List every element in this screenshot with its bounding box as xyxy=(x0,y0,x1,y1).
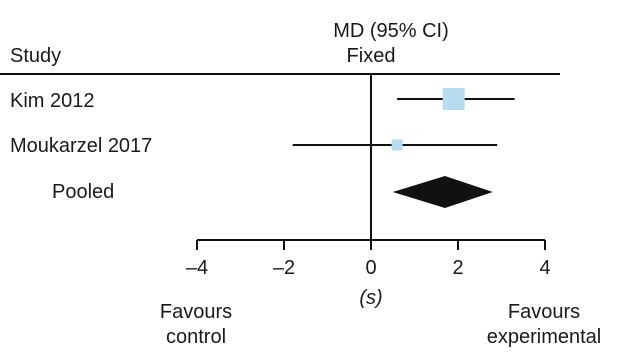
x-axis: –4 –2 0 2 4 xyxy=(186,239,551,279)
study-column-header: Study xyxy=(10,45,61,67)
pooled-label: Pooled xyxy=(52,181,114,203)
x-tick-label: –4 xyxy=(186,257,208,279)
favours-experimental-line2: experimental xyxy=(487,326,602,348)
study-point-estimate xyxy=(391,139,403,151)
x-tick-label: 0 xyxy=(365,257,376,279)
model-label: Fixed xyxy=(347,45,396,67)
plot-area xyxy=(292,74,515,240)
favours-control-line1: Favours xyxy=(160,301,232,323)
study-point-estimate xyxy=(442,88,465,110)
effect-measure-label: MD (95% CI) xyxy=(333,20,449,42)
study-label: Kim 2012 xyxy=(10,90,95,112)
x-tick-label: 2 xyxy=(452,257,463,279)
x-tick-label: 4 xyxy=(539,257,550,279)
pooled-diamond xyxy=(392,176,493,208)
x-tick-label: –2 xyxy=(273,257,295,279)
favours-control-line2: control xyxy=(166,326,226,348)
favours-experimental-line1: Favours xyxy=(508,301,580,323)
study-label: Moukarzel 2017 xyxy=(10,135,152,157)
axis-unit-label: (s) xyxy=(359,287,382,309)
